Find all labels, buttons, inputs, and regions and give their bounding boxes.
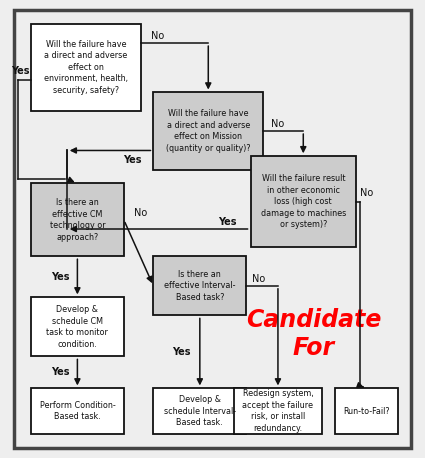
Text: Yes: Yes bbox=[11, 66, 30, 76]
FancyBboxPatch shape bbox=[250, 156, 356, 247]
FancyBboxPatch shape bbox=[14, 11, 411, 447]
FancyBboxPatch shape bbox=[31, 24, 141, 111]
FancyBboxPatch shape bbox=[153, 388, 246, 434]
Text: Candidate
For: Candidate For bbox=[246, 308, 382, 360]
Text: Is there an
effective Interval-
Based task?: Is there an effective Interval- Based ta… bbox=[164, 270, 235, 302]
FancyBboxPatch shape bbox=[153, 256, 246, 316]
Text: Develop &
schedule CM
task to monitor
condition.: Develop & schedule CM task to monitor co… bbox=[46, 305, 108, 349]
Text: Yes: Yes bbox=[218, 217, 237, 227]
Text: No: No bbox=[134, 208, 147, 218]
Text: Develop &
schedule Interval-
Based task.: Develop & schedule Interval- Based task. bbox=[164, 395, 236, 427]
Text: Perform Condition-
Based task.: Perform Condition- Based task. bbox=[40, 401, 115, 421]
Text: Will the failure have
a direct and adverse
effect on
environment, health,
securi: Will the failure have a direct and adver… bbox=[44, 40, 128, 95]
Text: Yes: Yes bbox=[172, 347, 190, 357]
Text: Will the failure have
a direct and adverse
effect on Mission
(quantity or qualit: Will the failure have a direct and adver… bbox=[166, 109, 251, 153]
FancyBboxPatch shape bbox=[31, 297, 124, 356]
Text: Yes: Yes bbox=[51, 367, 70, 377]
FancyBboxPatch shape bbox=[31, 388, 124, 434]
Text: Will the failure result
in other economic
loss (high cost
damage to machines
or : Will the failure result in other economi… bbox=[261, 174, 346, 229]
FancyBboxPatch shape bbox=[31, 184, 124, 256]
Text: Yes: Yes bbox=[51, 272, 70, 282]
Text: Yes: Yes bbox=[123, 155, 142, 165]
FancyBboxPatch shape bbox=[234, 388, 322, 434]
Text: No: No bbox=[271, 119, 285, 129]
FancyBboxPatch shape bbox=[153, 93, 263, 170]
FancyBboxPatch shape bbox=[335, 388, 398, 434]
Text: Run-to-Fail?: Run-to-Fail? bbox=[343, 407, 390, 415]
Text: Is there an
effective CM
technology or
approach?: Is there an effective CM technology or a… bbox=[50, 198, 105, 241]
Text: No: No bbox=[151, 31, 164, 41]
Text: No: No bbox=[360, 189, 373, 198]
Text: Redesign system,
accept the failure
risk, or install
redundancy.: Redesign system, accept the failure risk… bbox=[242, 389, 314, 433]
Text: No: No bbox=[252, 273, 266, 284]
